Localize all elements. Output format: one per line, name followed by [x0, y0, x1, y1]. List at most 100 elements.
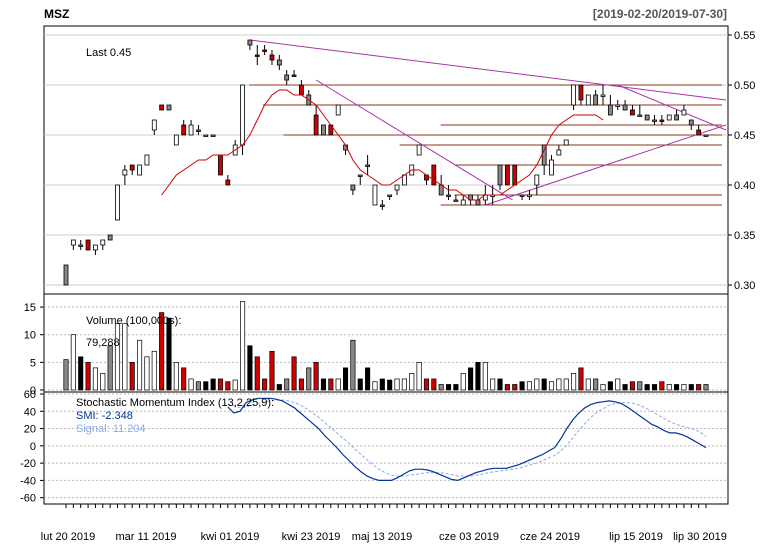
candle-body	[188, 124, 194, 136]
volume-bar	[615, 378, 621, 391]
smi-grid	[44, 393, 728, 499]
volume-bar	[284, 378, 290, 391]
candle-body	[431, 164, 437, 186]
volume-bar	[651, 384, 658, 391]
y-tick-label: 0.30	[734, 280, 755, 292]
y-tick-label: 0	[30, 441, 36, 453]
volume-bar	[313, 362, 319, 391]
volume-bar	[357, 378, 363, 391]
symbol-title: MSZ	[44, 7, 69, 21]
candle-body	[556, 149, 562, 156]
volume-y-axis: 0 5 10 15	[24, 302, 44, 397]
y-tick-label: 0.35	[734, 230, 755, 242]
volume-bar	[217, 378, 224, 391]
volume-bar	[526, 381, 532, 391]
candle-body	[519, 194, 525, 197]
candle-body	[504, 164, 510, 186]
y-tick-label: 0.50	[734, 80, 755, 92]
candle-body	[512, 164, 518, 186]
candle-body	[497, 164, 503, 186]
volume-bar	[394, 378, 400, 391]
volume-bar	[607, 381, 613, 391]
volume-bar	[188, 378, 194, 391]
volume-bar	[372, 381, 378, 391]
y-tick-label: 40	[24, 406, 36, 418]
candle-body	[416, 144, 422, 156]
candle-body	[387, 194, 393, 197]
y-tick-label: -40	[20, 475, 36, 487]
volume-bar	[401, 378, 407, 391]
volume-bar	[63, 359, 69, 391]
volume-bar	[328, 378, 334, 391]
volume-bar	[629, 381, 635, 391]
candle-body	[585, 94, 591, 106]
candle-body	[453, 199, 459, 202]
candle-body	[313, 114, 319, 136]
volume-bar	[181, 367, 187, 391]
volume-bar	[468, 367, 474, 391]
candle-body	[137, 164, 142, 176]
volume-bar	[490, 378, 496, 391]
candle-body	[666, 114, 672, 121]
candle-body	[262, 49, 268, 52]
volume-bar	[593, 378, 599, 391]
volume-bar	[548, 381, 555, 391]
candle-body	[630, 109, 635, 116]
volume-bar	[129, 362, 135, 391]
volume-bar	[144, 356, 150, 391]
candle-body	[321, 124, 326, 136]
volume-bar	[460, 373, 466, 391]
volume-bar	[688, 384, 694, 391]
candle-body	[151, 119, 157, 131]
candle-body	[299, 84, 304, 96]
x-tick-label: cze 03 2019	[439, 531, 499, 543]
moving-average	[161, 89, 604, 201]
volume-bar	[556, 378, 562, 391]
candle-body	[210, 134, 216, 137]
volume-bar	[100, 373, 106, 391]
volume-bar	[203, 381, 209, 391]
volume-bar	[306, 367, 312, 391]
candle-body	[196, 129, 201, 132]
candle-body	[284, 74, 290, 81]
candle-body	[203, 134, 209, 137]
y-tick-label: 20	[24, 424, 36, 436]
volume-bar	[431, 378, 437, 391]
volume-bar	[387, 379, 393, 391]
volume-bar	[166, 317, 172, 391]
candle-body	[681, 109, 687, 116]
volume-bars	[63, 301, 709, 391]
volume-bar	[644, 384, 650, 391]
candle-body	[335, 104, 341, 116]
candle-body	[85, 239, 91, 251]
candle-body	[144, 154, 150, 166]
volume-bar	[210, 378, 216, 391]
candle-body	[578, 84, 584, 101]
candle-body	[703, 134, 709, 137]
candle-body	[254, 54, 260, 57]
signal-value: Signal: 11.204	[76, 423, 146, 435]
candle-body	[240, 84, 245, 146]
candle-body	[394, 184, 400, 191]
volume-bar	[445, 384, 452, 391]
candle-body	[93, 244, 98, 251]
smi-value: SMI: -2.348	[76, 410, 133, 422]
smi-lines	[227, 397, 707, 482]
volume-bar	[409, 373, 415, 391]
volume-bar	[585, 378, 591, 391]
volume-bar	[151, 350, 157, 391]
candle-body	[652, 119, 657, 122]
candle-body	[122, 169, 128, 176]
volume-bar	[159, 312, 165, 391]
volume-bar	[703, 384, 709, 391]
y-tick-label: 0	[30, 385, 36, 397]
candle-body	[129, 164, 135, 171]
candle-body	[688, 119, 694, 126]
x-tick-label: lut 20 2019	[41, 531, 95, 543]
candle-body	[607, 104, 613, 116]
volume-value: 79,288	[86, 337, 120, 349]
volume-label: Volume (100,000s):	[86, 315, 181, 327]
candle-body	[218, 154, 223, 176]
volume-bar	[541, 378, 547, 391]
volume-bar	[92, 367, 98, 391]
